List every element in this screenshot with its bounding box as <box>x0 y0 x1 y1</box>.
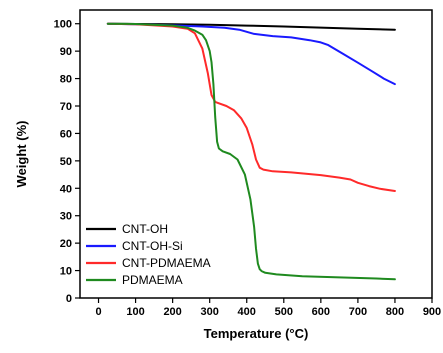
series-line-pdmaema <box>106 22 396 281</box>
x-tick-label: 100 <box>126 306 144 318</box>
x-tick-label: 400 <box>238 306 256 318</box>
x-tick-label: 200 <box>163 306 181 318</box>
y-tick-label: 80 <box>60 74 72 86</box>
x-tick-label: 900 <box>423 306 441 318</box>
x-tick-label: 0 <box>95 306 101 318</box>
y-tick-label: 90 <box>60 46 72 58</box>
y-tick-label: 0 <box>66 293 72 305</box>
y-tick-label: 30 <box>60 211 72 223</box>
y-tick-label: 10 <box>60 266 72 278</box>
y-tick-label: 100 <box>54 19 72 31</box>
legend-label: CNT-OH-Si <box>122 239 183 253</box>
series-line-cnt-oh-si <box>106 22 396 86</box>
y-tick-label: 70 <box>60 101 72 113</box>
x-axis-title: Temperature (°C) <box>204 326 309 341</box>
legend-label: PDMAEMA <box>122 273 183 287</box>
legend-label: CNT-OH <box>122 222 168 236</box>
y-tick-label: 60 <box>60 128 72 140</box>
x-tick-label: 300 <box>201 306 219 318</box>
axis-layer: 0 100 200 300 400 500 600 700 800 900 0 10 20 30 40 50 6… <box>54 19 442 318</box>
series-line-cnt-pdmaema <box>106 22 396 192</box>
legend-label: CNT-PDMAEMA <box>122 256 211 270</box>
y-tick-label: 40 <box>60 183 72 195</box>
plot-frame <box>79 9 433 299</box>
x-tick-label: 800 <box>386 306 404 318</box>
series-layer <box>106 22 396 281</box>
legend: CNT-OH CNT-OH-Si CNT-PDMAEMA PDMAEMA <box>86 222 211 287</box>
x-tick-label: 500 <box>275 306 293 318</box>
y-tick-label: 20 <box>60 238 72 250</box>
y-tick-label: 50 <box>60 156 72 168</box>
x-tick-label: 600 <box>312 306 330 318</box>
x-tick-label: 700 <box>349 306 367 318</box>
y-axis-title: Weight (%) <box>14 121 29 188</box>
